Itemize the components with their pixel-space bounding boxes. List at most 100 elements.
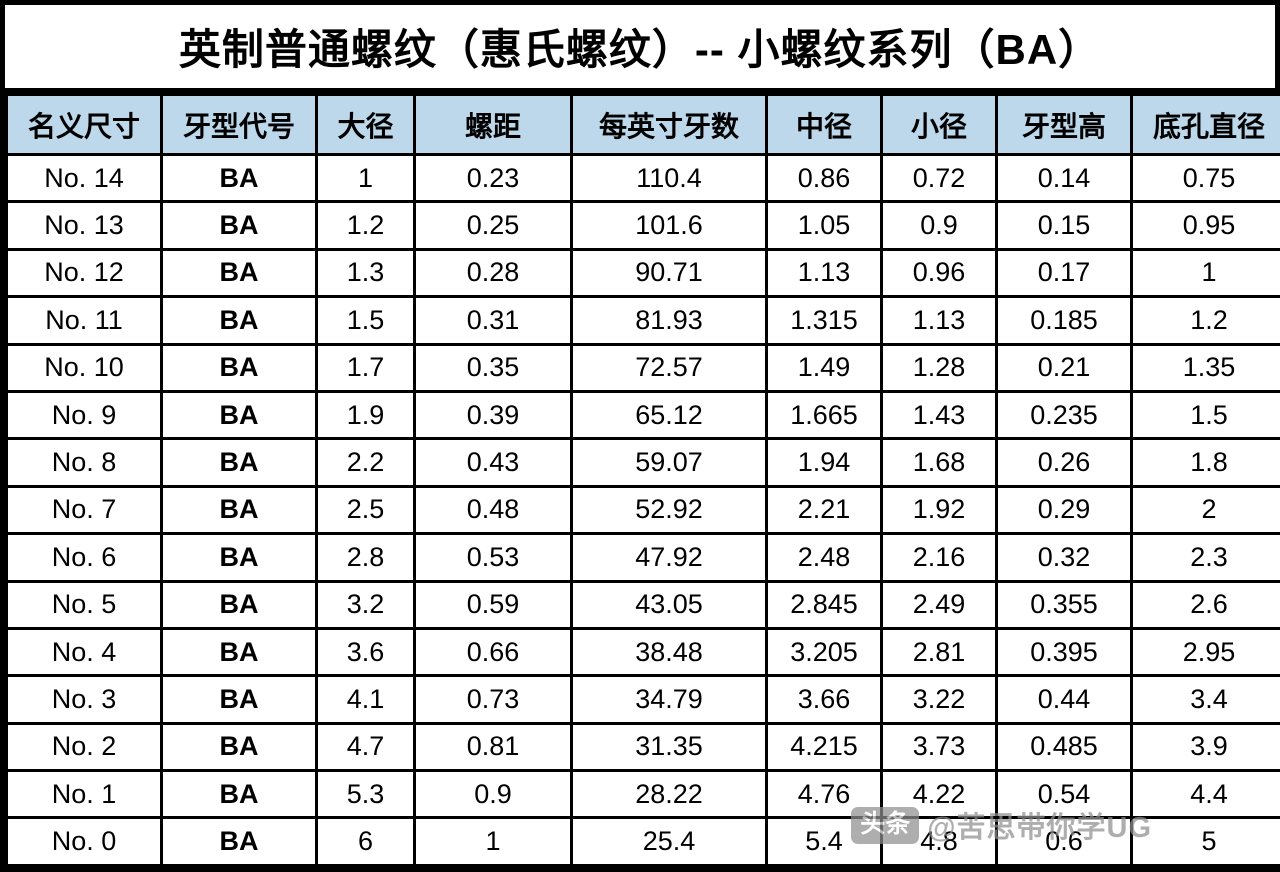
table-cell: 0.75 <box>1130 152 1280 204</box>
table-cell: No. 14 <box>5 152 163 204</box>
table-cell: BA <box>160 532 318 583</box>
table-cell: 3.66 <box>765 674 883 725</box>
table-row: No. 14 BA 1 0.23 110.4 0.86 0.72 0.14 0.75 <box>5 152 1280 204</box>
table-cell: 0.48 <box>413 484 573 536</box>
table-cell: 0.6 <box>995 816 1133 867</box>
table-cell: 4.1 <box>315 674 416 725</box>
table-cell: 0.9 <box>880 200 998 251</box>
table-row: No. 13 BA 1.2 0.25 101.6 1.05 0.9 0.15 0.95 <box>5 200 1280 251</box>
table-cell: 3.73 <box>880 721 998 773</box>
column-header-threads-per-inch: 每英寸牙数 <box>570 93 768 156</box>
table-row: No. 3 BA 4.1 0.73 34.79 3.66 3.22 0.44 3.4 <box>5 674 1280 725</box>
table-cell: 5.3 <box>315 769 416 820</box>
table-cell: 1.94 <box>765 437 883 488</box>
table-cell: BA <box>160 295 318 346</box>
table-row: No. 9 BA 1.9 0.39 65.12 1.665 1.43 0.235 1.5 <box>5 389 1280 441</box>
table-cell: 1.43 <box>880 389 998 441</box>
table-cell: 0.72 <box>880 152 998 204</box>
table-cell: 2.49 <box>880 579 998 630</box>
table-cell: 110.4 <box>570 152 768 204</box>
table-cell: 2.5 <box>315 484 416 536</box>
table-cell: 1.3 <box>315 247 416 299</box>
table-cell: 1.28 <box>880 342 998 393</box>
column-header-minor-diameter: 小径 <box>880 93 998 156</box>
table-row: No. 7 BA 2.5 0.48 52.92 2.21 1.92 0.29 2 <box>5 484 1280 536</box>
table-row: No. 0 BA 6 1 25.4 5.4 4.8 0.6 5 <box>5 816 1280 867</box>
table-cell: 1.665 <box>765 389 883 441</box>
table-cell: 4.4 <box>1130 769 1280 820</box>
table-cell: BA <box>160 247 318 299</box>
table-cell: 0.14 <box>995 152 1133 204</box>
table-cell: 65.12 <box>570 389 768 441</box>
table-cell: 4.8 <box>880 816 998 867</box>
table-cell: 47.92 <box>570 532 768 583</box>
column-header-thread-height: 牙型高 <box>995 93 1133 156</box>
table-cell: 1.8 <box>1130 437 1280 488</box>
table-cell: 3.6 <box>315 626 416 678</box>
table-row: No. 10 BA 1.7 0.35 72.57 1.49 1.28 0.21 1.35 <box>5 342 1280 393</box>
table-cell: 28.22 <box>570 769 768 820</box>
table-cell: 2.16 <box>880 532 998 583</box>
table-cell: 1.2 <box>315 200 416 251</box>
table-cell: No. 10 <box>5 342 163 393</box>
table-cell: 0.31 <box>413 295 573 346</box>
table-cell: 101.6 <box>570 200 768 251</box>
table-cell: 2.21 <box>765 484 883 536</box>
table-cell: BA <box>160 769 318 820</box>
table-cell: 2 <box>1130 484 1280 536</box>
table-cell: 1.68 <box>880 437 998 488</box>
table-cell: 5 <box>1130 816 1280 867</box>
table-cell: 4.76 <box>765 769 883 820</box>
table-cell: 2.48 <box>765 532 883 583</box>
table-cell: 0.32 <box>995 532 1133 583</box>
column-header-pitch-diameter: 中径 <box>765 93 883 156</box>
table-cell: 0.44 <box>995 674 1133 725</box>
table-cell: 1.13 <box>880 295 998 346</box>
table-cell: 3.22 <box>880 674 998 725</box>
table-cell: 2.95 <box>1130 626 1280 678</box>
table-cell: 1.05 <box>765 200 883 251</box>
table-cell: 5.4 <box>765 816 883 867</box>
table-cell: 0.235 <box>995 389 1133 441</box>
table-cell: No. 7 <box>5 484 163 536</box>
table-cell: No. 9 <box>5 389 163 441</box>
column-header-pitch: 螺距 <box>413 93 573 156</box>
table-cell: 0.21 <box>995 342 1133 393</box>
table-cell: 2.8 <box>315 532 416 583</box>
table-row: No. 11 BA 1.5 0.31 81.93 1.315 1.13 0.185 1.2 <box>5 295 1280 346</box>
table-cell: 0.35 <box>413 342 573 393</box>
table-cell: 0.86 <box>765 152 883 204</box>
table-cell: 3.4 <box>1130 674 1280 725</box>
table-cell: 0.28 <box>413 247 573 299</box>
table-cell: BA <box>160 342 318 393</box>
table-cell: 1 <box>1130 247 1280 299</box>
table-cell: 1.7 <box>315 342 416 393</box>
table-cell: 2.6 <box>1130 579 1280 630</box>
table-cell: 0.25 <box>413 200 573 251</box>
table-cell: BA <box>160 437 318 488</box>
table-cell: 25.4 <box>570 816 768 867</box>
table-cell: 1.2 <box>1130 295 1280 346</box>
table-cell: 1.92 <box>880 484 998 536</box>
table-cell: 4.215 <box>765 721 883 773</box>
table-cell: No. 2 <box>5 721 163 773</box>
table-cell: BA <box>160 579 318 630</box>
table-cell: 0.15 <box>995 200 1133 251</box>
table-cell: 0.96 <box>880 247 998 299</box>
header-row: 名义尺寸 牙型代号 大径 螺距 每英寸牙数 中径 小径 牙型高 底孔直径 <box>5 93 1280 156</box>
table-cell: 0.81 <box>413 721 573 773</box>
table-cell: 0.29 <box>995 484 1133 536</box>
table-cell: 0.95 <box>1130 200 1280 251</box>
table-cell: 1 <box>315 152 416 204</box>
table-cell: 3.9 <box>1130 721 1280 773</box>
table-cell: BA <box>160 816 318 867</box>
table-cell: 0.43 <box>413 437 573 488</box>
table-cell: 0.23 <box>413 152 573 204</box>
table-cell: 0.66 <box>413 626 573 678</box>
table-cell: BA <box>160 674 318 725</box>
table-cell: BA <box>160 484 318 536</box>
table-cell: 0.53 <box>413 532 573 583</box>
table-cell: No. 11 <box>5 295 163 346</box>
table-cell: 0.9 <box>413 769 573 820</box>
table-cell: 72.57 <box>570 342 768 393</box>
